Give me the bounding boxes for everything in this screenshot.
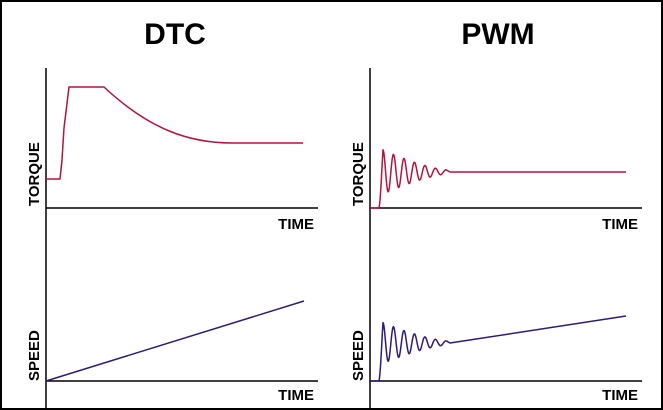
dtc-torque-label: TORQUE [26, 142, 43, 206]
pwm-speed-time-label: TIME [602, 387, 638, 404]
dtc-torque-curve [46, 86, 303, 180]
dtc-speed-label: SPEED [26, 330, 43, 381]
pwm-panel: TORQUE TIME SPEED TIME [350, 68, 642, 408]
pwm-speed-label: SPEED [350, 330, 367, 381]
pwm-torque-time-label: TIME [602, 216, 638, 233]
dtc-speed-time-label: TIME [278, 387, 314, 404]
pwm-torque-label: TORQUE [350, 142, 367, 206]
pwm-speed-curve [370, 315, 627, 382]
dtc-panel: TORQUE TIME SPEED TIME [26, 68, 318, 408]
dtc-speed-line [45, 300, 305, 382]
pwm-heading: PWM [461, 18, 534, 51]
dtc-heading: DTC [144, 18, 206, 51]
dtc-torque-time-label: TIME [278, 216, 314, 233]
pwm-torque-curve [370, 149, 626, 209]
